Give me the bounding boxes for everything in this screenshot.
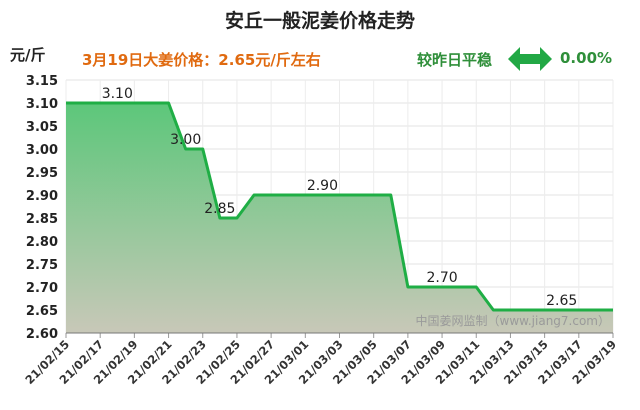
y-tick-label: 2.65	[26, 304, 58, 319]
y-axis-unit: 元/斤	[10, 46, 46, 64]
y-axis-ticks: 3.15 3.10 3.05 3.00 2.95 2.90 2.85 2.80 2.75 2.70…	[26, 74, 58, 342]
data-labels: 3.10 3.00 2.85 2.90 2.70 2.65	[102, 86, 578, 309]
double-arrow-icon	[508, 47, 552, 71]
area-fill	[66, 103, 613, 333]
y-tick-label: 3.10	[26, 97, 58, 112]
price-note: 3月19日大姜价格：2.65元/斤左右	[82, 51, 321, 69]
y-tick-label: 2.75	[26, 258, 58, 273]
data-label: 3.10	[102, 86, 133, 102]
y-tick-label: 2.60	[26, 327, 58, 342]
y-tick-label: 3.00	[26, 143, 58, 158]
data-label: 2.90	[307, 178, 338, 194]
y-tick-label: 2.95	[26, 166, 58, 181]
change-value: 0.00%	[560, 49, 613, 67]
chart-title: 安丘一般泥姜价格走势	[224, 10, 415, 32]
y-tick-label: 3.15	[26, 74, 58, 89]
data-label: 3.00	[170, 132, 201, 148]
data-label: 2.65	[546, 293, 577, 309]
y-tick-label: 2.90	[26, 189, 58, 204]
watermark: 中国姜网监制（www.jiang7.com）	[416, 313, 610, 328]
y-tick-label: 2.70	[26, 281, 58, 296]
x-axis-ticks: 21/02/1521/02/1721/02/1921/02/2121/02/23…	[22, 332, 619, 387]
y-tick-label: 3.05	[26, 120, 58, 135]
y-tick-label: 2.80	[26, 235, 58, 250]
series-line	[66, 101, 613, 312]
data-label: 2.70	[426, 270, 457, 286]
data-label: 2.85	[204, 201, 235, 217]
y-tick-label: 2.85	[26, 212, 58, 227]
change-label: 较昨日平稳	[417, 51, 493, 69]
